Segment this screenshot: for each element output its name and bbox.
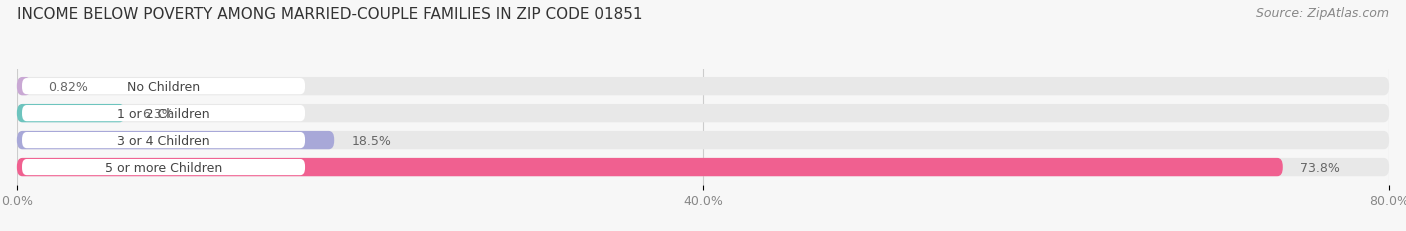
FancyBboxPatch shape (17, 158, 1389, 176)
FancyBboxPatch shape (17, 131, 335, 150)
FancyBboxPatch shape (17, 78, 1389, 96)
Text: INCOME BELOW POVERTY AMONG MARRIED-COUPLE FAMILIES IN ZIP CODE 01851: INCOME BELOW POVERTY AMONG MARRIED-COUPL… (17, 7, 643, 22)
FancyBboxPatch shape (17, 158, 1282, 176)
Text: No Children: No Children (127, 80, 200, 93)
Text: 0.82%: 0.82% (48, 80, 89, 93)
Text: 6.3%: 6.3% (142, 107, 174, 120)
Text: 5 or more Children: 5 or more Children (105, 161, 222, 174)
FancyBboxPatch shape (22, 79, 305, 95)
Text: 73.8%: 73.8% (1301, 161, 1340, 174)
Text: 1 or 2 Children: 1 or 2 Children (117, 107, 209, 120)
Text: 3 or 4 Children: 3 or 4 Children (117, 134, 209, 147)
Text: 18.5%: 18.5% (352, 134, 391, 147)
FancyBboxPatch shape (22, 159, 305, 175)
FancyBboxPatch shape (17, 78, 31, 96)
FancyBboxPatch shape (17, 104, 1389, 123)
FancyBboxPatch shape (17, 104, 125, 123)
Text: Source: ZipAtlas.com: Source: ZipAtlas.com (1256, 7, 1389, 20)
FancyBboxPatch shape (17, 131, 1389, 150)
FancyBboxPatch shape (22, 132, 305, 149)
FancyBboxPatch shape (22, 106, 305, 122)
